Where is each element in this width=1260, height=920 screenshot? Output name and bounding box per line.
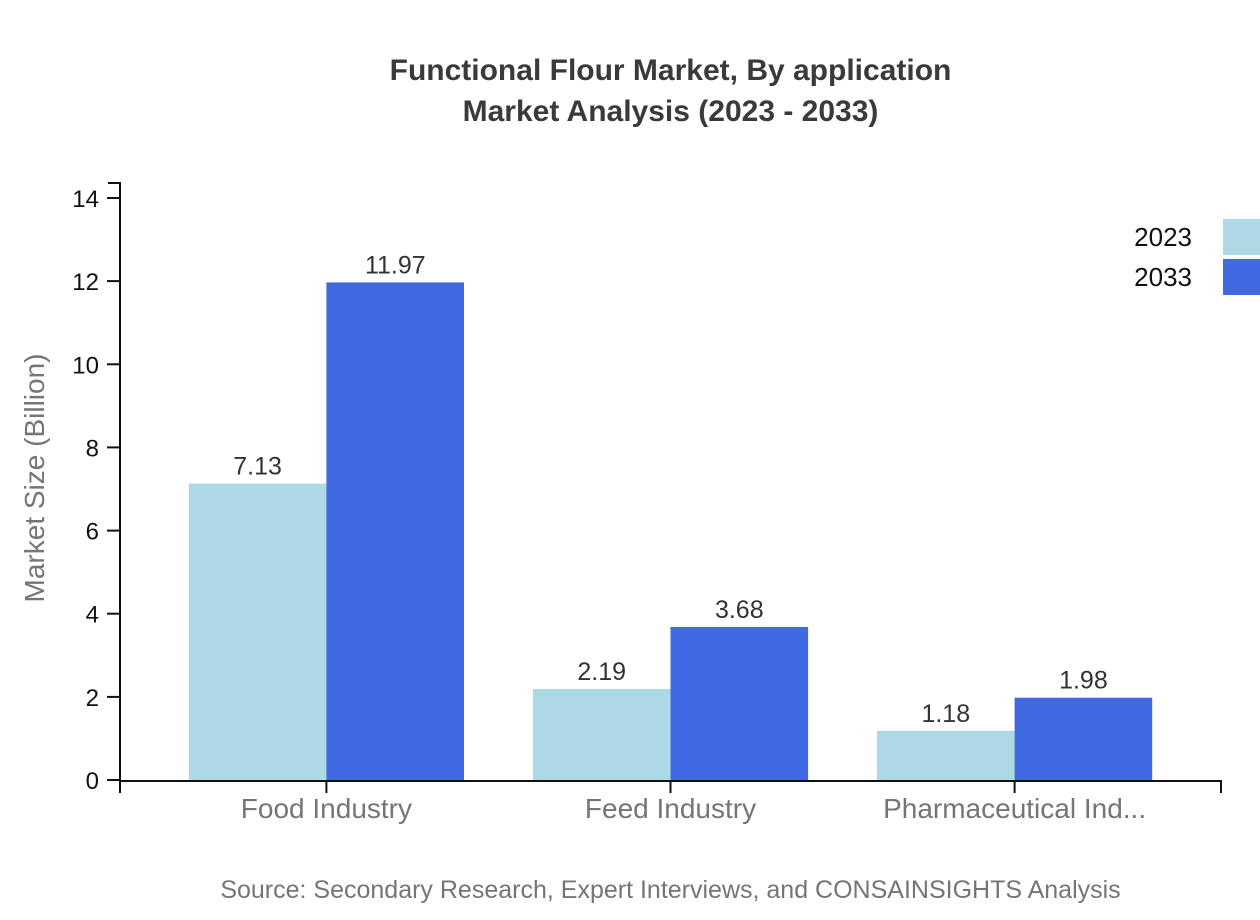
legend-row-2033: 2033	[1134, 259, 1260, 295]
bar-2033-feed-industry	[670, 627, 809, 780]
legend-label-2033: 2033	[1134, 261, 1192, 292]
y-tick-label: 0	[86, 768, 99, 795]
x-category-label-food-industry: Food Industry	[241, 793, 412, 824]
legend: 2023 2033	[1134, 219, 1260, 299]
value-label-2033-feed-industry: 3.68	[715, 596, 764, 624]
y-tick-label: 2	[86, 685, 99, 712]
legend-swatch-2033	[1223, 259, 1260, 295]
bar-2033-pharmaceutical-ind	[1014, 697, 1153, 780]
bar-2033-food-industry	[326, 282, 464, 780]
y-tick-label: 4	[86, 602, 99, 629]
chart-title-line1: Functional Flour Market, By application	[389, 54, 952, 87]
legend-label-2023: 2023	[1134, 221, 1192, 252]
value-label-2033-pharmaceutical-ind: 1.98	[1059, 667, 1108, 695]
bar-2023-food-industry	[188, 483, 327, 780]
legend-swatch-2023	[1223, 219, 1260, 255]
chart-title-line2: Market Analysis (2023 - 2033)	[462, 95, 879, 128]
x-category-label-pharmaceutical-ind: Pharmaceutical Ind...	[883, 793, 1146, 824]
y-tick-label: 12	[72, 269, 99, 296]
value-label-2023-feed-industry: 2.19	[577, 658, 626, 686]
y-tick-label: 10	[72, 352, 99, 379]
y-tick-label: 8	[86, 435, 99, 462]
y-axis-title: Market Size (Billion)	[19, 353, 50, 603]
legend-row-2023: 2023	[1134, 219, 1260, 255]
y-tick-label: 6	[86, 519, 99, 546]
value-label-2023-food-industry: 7.13	[233, 453, 282, 481]
y-axis-line	[108, 182, 121, 780]
chart-title: Functional Flour Market, By application …	[120, 50, 1221, 132]
source-note: Source: Secondary Research, Expert Inter…	[220, 876, 1121, 904]
value-label-2033-food-industry: 11.97	[365, 251, 426, 279]
bar-2023-pharmaceutical-ind	[876, 730, 1015, 780]
x-category-label-feed-industry: Feed Industry	[585, 793, 756, 824]
y-tick-label: 14	[72, 186, 99, 213]
bar-2023-feed-industry	[532, 689, 671, 780]
value-label-2023-pharmaceutical-ind: 1.18	[921, 700, 970, 728]
